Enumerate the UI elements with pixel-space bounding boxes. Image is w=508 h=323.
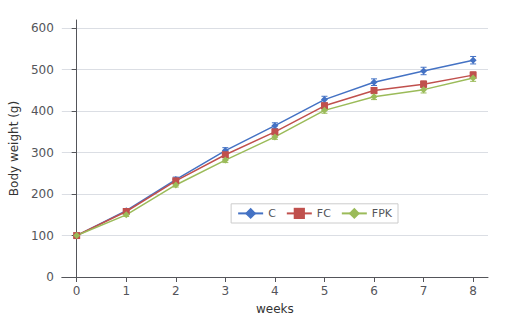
svg-text:7: 7 — [420, 284, 428, 298]
svg-text:600: 600 — [31, 21, 54, 35]
svg-text:Body weight (g): Body weight (g) — [7, 101, 21, 196]
svg-text:400: 400 — [31, 104, 54, 118]
svg-text:FPK: FPK — [372, 207, 393, 220]
svg-text:FC: FC — [317, 207, 331, 220]
svg-text:200: 200 — [31, 187, 54, 201]
svg-text:5: 5 — [321, 284, 329, 298]
svg-text:8: 8 — [469, 284, 477, 298]
svg-text:2: 2 — [172, 284, 180, 298]
svg-text:500: 500 — [31, 63, 54, 77]
svg-text:0: 0 — [46, 270, 54, 284]
svg-text:4: 4 — [271, 284, 279, 298]
svg-text:C: C — [268, 207, 276, 220]
svg-text:0: 0 — [73, 284, 81, 298]
svg-text:6: 6 — [370, 284, 378, 298]
svg-text:300: 300 — [31, 146, 54, 160]
svg-text:1: 1 — [122, 284, 130, 298]
svg-text:weeks: weeks — [256, 302, 294, 316]
svg-text:3: 3 — [222, 284, 230, 298]
svg-text:100: 100 — [31, 229, 54, 243]
